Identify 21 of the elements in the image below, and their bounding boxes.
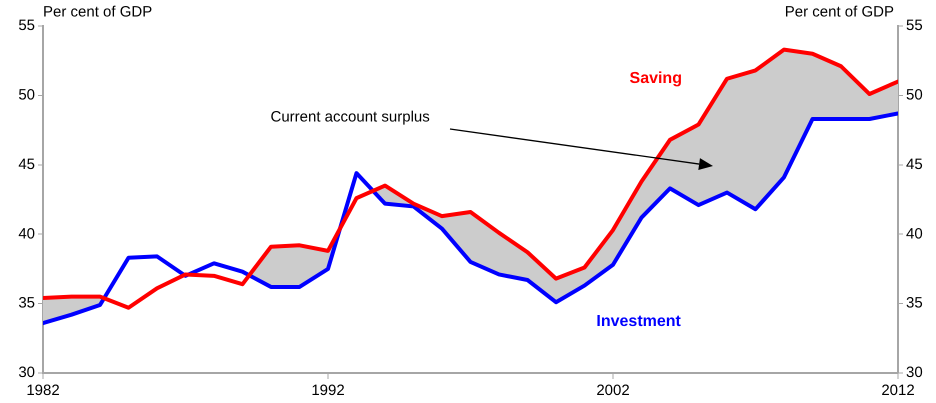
y2-tick-label: 50 [906, 86, 923, 104]
y-tick-label: 35 [18, 294, 35, 312]
text: Saving [630, 70, 682, 88]
y-tick-label: 45 [18, 156, 35, 173]
annotation: Current account surplus [270, 108, 430, 126]
y-tick-label: 30 [18, 364, 35, 382]
y2-tick-label: 30 [906, 364, 923, 382]
x-tick-label: 2012 [881, 382, 915, 400]
y2-tick-label: 45 [906, 156, 923, 173]
y2-axis-title: Per cent of GDP [784, 4, 894, 21]
y2-tick-label: 40 [906, 225, 923, 242]
x-tick-label: 2002 [596, 382, 630, 400]
x-tick-label: 1982 [26, 382, 60, 400]
x-tick-label: 1992 [311, 382, 345, 400]
y-axis-title: Per cent of GDP [43, 4, 152, 21]
y2-tick-label: 55 [906, 17, 923, 34]
y-tick-label: 55 [18, 17, 35, 34]
series-label: Investment [596, 313, 682, 330]
y-tick-label: 50 [18, 86, 35, 104]
y2-tick-label: 35 [906, 294, 923, 312]
y-tick-label: 40 [18, 225, 35, 242]
